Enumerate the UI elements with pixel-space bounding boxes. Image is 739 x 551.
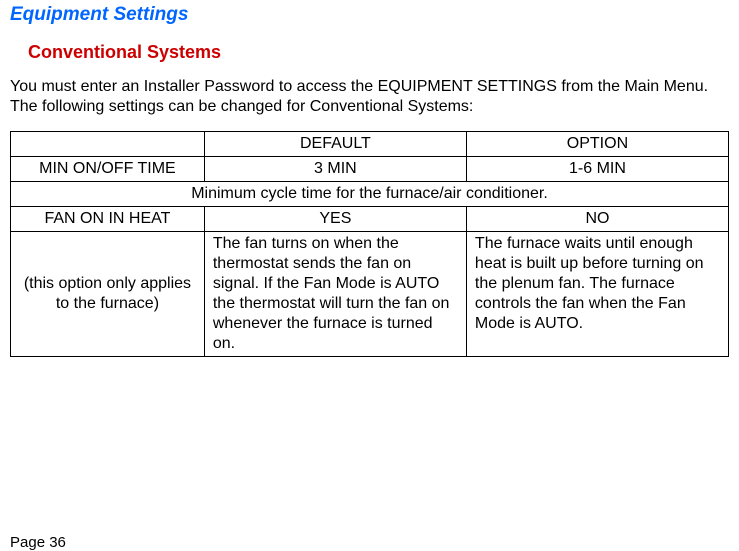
row-fan-default-desc: The fan turns on when the thermostat sen… xyxy=(204,232,466,357)
row-min-desc: Minimum cycle time for the furnace/air c… xyxy=(11,182,729,207)
header-default: DEFAULT xyxy=(204,132,466,157)
row-min-label: MIN ON/OFF TIME xyxy=(11,157,205,182)
row-fan-note: (this option only applies to the furnace… xyxy=(11,232,205,357)
intro-text: You must enter an Installer Password to … xyxy=(10,77,729,117)
table-row: Minimum cycle time for the furnace/air c… xyxy=(11,182,729,207)
settings-table: DEFAULT OPTION MIN ON/OFF TIME 3 MIN 1-6… xyxy=(10,131,729,357)
page-number: Page 36 xyxy=(10,534,66,551)
header-option: OPTION xyxy=(466,132,728,157)
section-heading: Conventional Systems xyxy=(28,42,729,63)
page-heading: Equipment Settings xyxy=(10,4,729,26)
header-empty xyxy=(11,132,205,157)
row-min-default: 3 MIN xyxy=(204,157,466,182)
table-row: MIN ON/OFF TIME 3 MIN 1-6 MIN xyxy=(11,157,729,182)
row-min-option: 1-6 MIN xyxy=(466,157,728,182)
table-row: FAN ON IN HEAT YES NO xyxy=(11,207,729,232)
row-fan-label: FAN ON IN HEAT xyxy=(11,207,205,232)
row-fan-option-desc: The furnace waits until enough heat is b… xyxy=(466,232,728,357)
row-fan-option: NO xyxy=(466,207,728,232)
row-fan-default: YES xyxy=(204,207,466,232)
table-header-row: DEFAULT OPTION xyxy=(11,132,729,157)
table-row: (this option only applies to the furnace… xyxy=(11,232,729,357)
